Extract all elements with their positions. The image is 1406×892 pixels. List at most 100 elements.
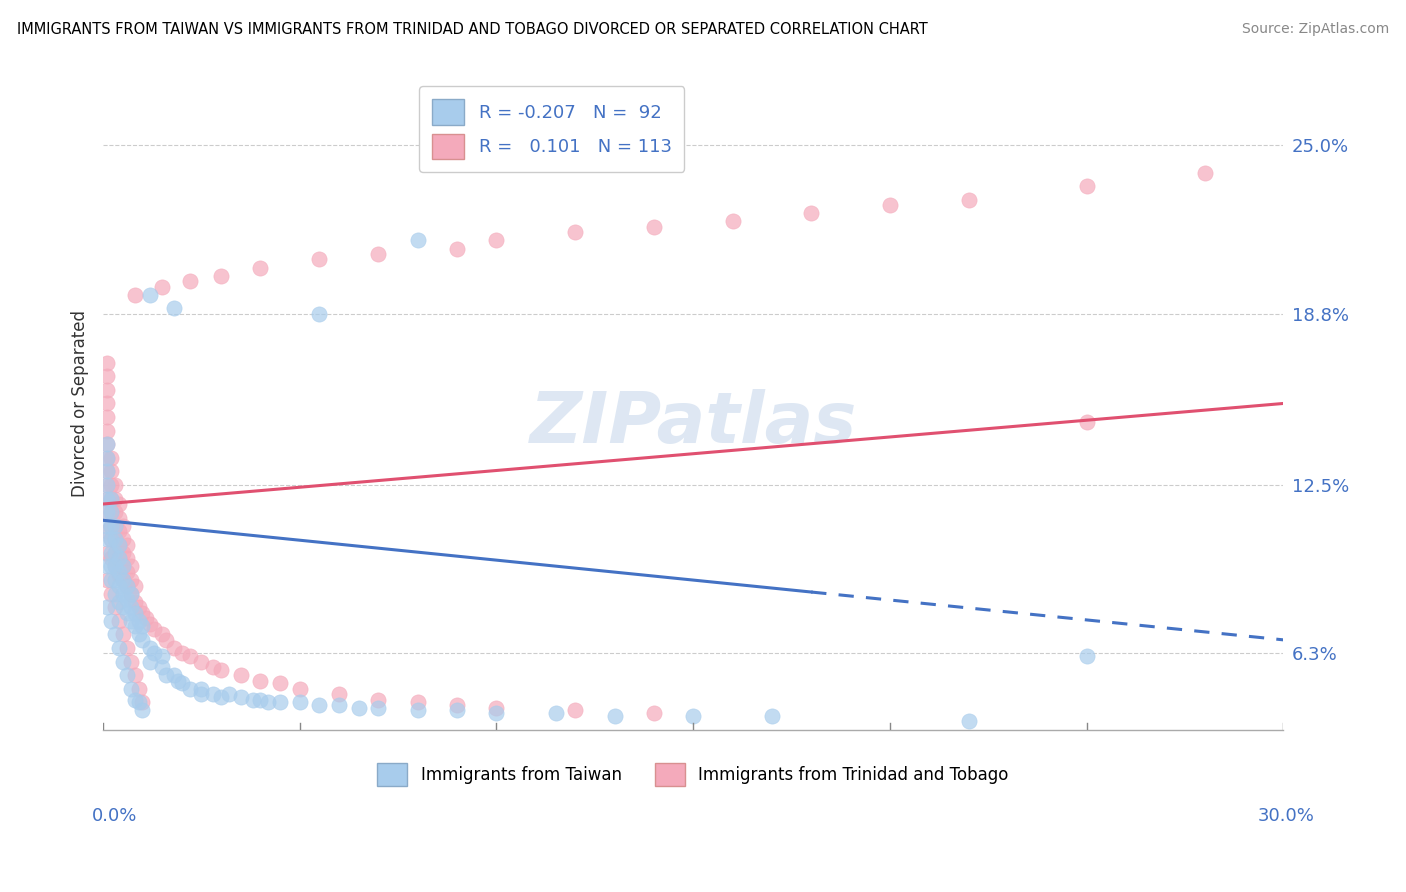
Point <box>150 660 173 674</box>
Point <box>104 478 127 492</box>
Point <box>104 491 127 506</box>
Point <box>104 559 127 574</box>
Point <box>100 478 122 492</box>
Point <box>124 619 146 633</box>
Point <box>131 619 153 633</box>
Point <box>135 611 157 625</box>
Point <box>242 692 264 706</box>
Point <box>96 437 118 451</box>
Point <box>120 573 142 587</box>
Point <box>100 505 122 519</box>
Point <box>202 687 225 701</box>
Point <box>446 242 468 256</box>
Point <box>218 687 240 701</box>
Point <box>100 464 122 478</box>
Point <box>111 587 134 601</box>
Point <box>128 600 150 615</box>
Point <box>96 396 118 410</box>
Point <box>124 668 146 682</box>
Point <box>143 622 166 636</box>
Text: 30.0%: 30.0% <box>1258 807 1315 825</box>
Point <box>128 681 150 696</box>
Point <box>108 497 131 511</box>
Point <box>1076 416 1098 430</box>
Point <box>957 193 980 207</box>
Point <box>485 706 508 721</box>
Point <box>131 606 153 620</box>
Point <box>108 510 131 524</box>
Point <box>104 627 127 641</box>
Point <box>139 287 162 301</box>
Point <box>120 587 142 601</box>
Point <box>150 627 173 641</box>
Point <box>544 706 567 721</box>
Point <box>111 559 134 574</box>
Point <box>104 518 127 533</box>
Point <box>111 559 134 574</box>
Point <box>367 692 389 706</box>
Point <box>269 676 291 690</box>
Point <box>115 578 138 592</box>
Point <box>100 450 122 465</box>
Point <box>564 704 586 718</box>
Point <box>131 632 153 647</box>
Point <box>209 690 232 704</box>
Point <box>124 692 146 706</box>
Point <box>1076 649 1098 664</box>
Point <box>288 681 311 696</box>
Point <box>367 247 389 261</box>
Point <box>111 655 134 669</box>
Point <box>96 533 118 547</box>
Point <box>96 464 118 478</box>
Point <box>96 505 118 519</box>
Legend: Immigrants from Taiwan, Immigrants from Trinidad and Tobago: Immigrants from Taiwan, Immigrants from … <box>371 756 1015 793</box>
Point <box>209 268 232 283</box>
Point <box>100 491 122 506</box>
Point <box>100 533 122 547</box>
Point <box>269 695 291 709</box>
Point <box>96 491 118 506</box>
Point <box>96 573 118 587</box>
Point <box>120 600 142 615</box>
Point <box>128 695 150 709</box>
Point <box>139 616 162 631</box>
Point <box>257 695 280 709</box>
Point <box>108 551 131 566</box>
Point <box>170 647 193 661</box>
Point <box>108 551 131 566</box>
Point <box>155 632 177 647</box>
Point <box>100 533 122 547</box>
Point <box>209 663 232 677</box>
Text: 0.0%: 0.0% <box>91 807 136 825</box>
Point <box>128 627 150 641</box>
Point <box>406 704 429 718</box>
Point <box>179 681 201 696</box>
Point <box>96 478 118 492</box>
Point <box>1076 179 1098 194</box>
Point <box>108 524 131 538</box>
Point <box>108 538 131 552</box>
Point <box>100 614 122 628</box>
Point <box>190 687 212 701</box>
Point <box>446 704 468 718</box>
Point <box>96 524 118 538</box>
Point <box>104 587 127 601</box>
Point <box>120 587 142 601</box>
Point <box>879 198 901 212</box>
Point <box>249 692 271 706</box>
Point <box>104 533 127 547</box>
Point <box>249 260 271 275</box>
Point <box>124 595 146 609</box>
Point <box>131 695 153 709</box>
Point <box>96 450 118 465</box>
Point <box>139 655 162 669</box>
Point <box>124 287 146 301</box>
Point <box>163 668 186 682</box>
Point <box>108 538 131 552</box>
Point <box>108 578 131 592</box>
Point <box>367 700 389 714</box>
Point <box>643 219 665 234</box>
Point <box>108 614 131 628</box>
Point <box>104 533 127 547</box>
Point <box>111 533 134 547</box>
